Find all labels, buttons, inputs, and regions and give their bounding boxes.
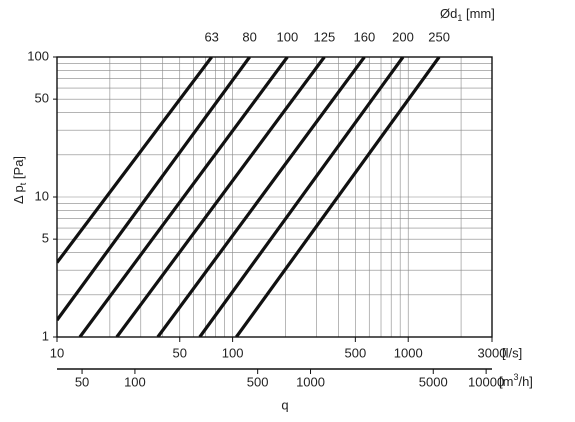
series-line (57, 57, 213, 264)
series-label: 200 (392, 29, 414, 44)
series-label: 80 (242, 29, 256, 44)
y-label: Δ pt [Pa] (11, 156, 28, 204)
x2-tick-label: 1000 (296, 374, 325, 389)
x2-unit-sup: 3 (513, 372, 518, 382)
x2-unit: [m3/h] (499, 372, 533, 389)
series-line (78, 57, 289, 337)
x-tick-label: 100 (222, 345, 244, 360)
x2-unit-b: /h] (518, 374, 532, 389)
x-tick-label: 1000 (394, 345, 423, 360)
y-label-b: [Pa] (11, 156, 26, 183)
x2-tick-label: 50 (75, 374, 89, 389)
series-label: 125 (314, 29, 336, 44)
x2-tick-label: 500 (247, 374, 269, 389)
y-tick-label: 50 (35, 91, 49, 106)
series-line (235, 57, 441, 337)
x-unit: [l/s] (502, 345, 522, 360)
y-label-a: Δ p (11, 185, 26, 204)
x-tick-label: 50 (173, 345, 187, 360)
series-title-a: Ød (440, 6, 457, 21)
series-line (156, 57, 366, 337)
series-label: 160 (354, 29, 376, 44)
series-line (115, 57, 326, 337)
plot-lines (57, 57, 441, 337)
y-label-sub: t (18, 182, 28, 185)
y-tick-label: 10 (35, 188, 49, 203)
y-tick-label: 5 (42, 231, 49, 246)
x-label: q (281, 397, 288, 412)
series-title-sub: 1 (457, 13, 462, 23)
series-label: 100 (277, 29, 299, 44)
x-tick-label: 3000 (478, 345, 507, 360)
series-label: 63 (204, 29, 218, 44)
series-line (57, 57, 251, 322)
x2-tick-label: 100 (124, 374, 146, 389)
y-tick-label: 100 (27, 48, 49, 63)
series-title: Ød1 [mm] (440, 6, 495, 23)
x2-unit-a: [m (499, 374, 513, 389)
series-title-b: [mm] (462, 6, 495, 21)
series-label: 250 (428, 29, 450, 44)
series-line (198, 57, 405, 337)
grid (57, 57, 492, 337)
y-tick-label: 1 (42, 328, 49, 343)
x2-tick-label: 5000 (419, 374, 448, 389)
x2-tick-label: 10000 (468, 374, 504, 389)
x-tick-label: 10 (50, 345, 64, 360)
x-tick-label: 500 (344, 345, 366, 360)
